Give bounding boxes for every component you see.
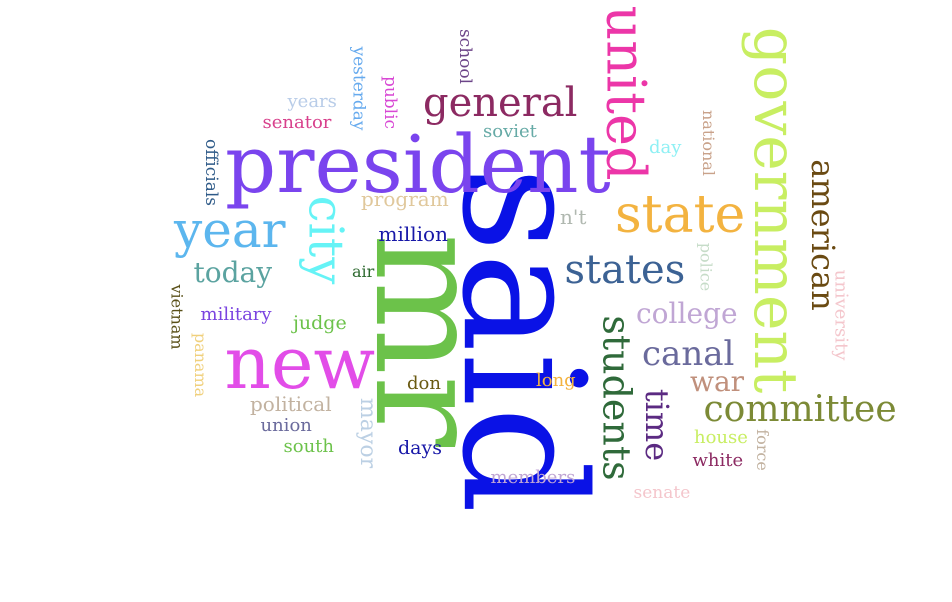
word: mayor [355, 397, 381, 469]
word: political [250, 392, 332, 416]
word: year [174, 201, 286, 259]
word: police [695, 242, 715, 292]
word: canal [642, 334, 735, 374]
word: days [398, 436, 442, 459]
word: college [636, 297, 738, 330]
word: military [200, 304, 272, 325]
word: don [407, 373, 441, 394]
word: state [615, 185, 746, 245]
word: soviet [483, 121, 537, 142]
word: government [740, 26, 811, 394]
word: time [638, 388, 677, 462]
word: war [690, 365, 745, 398]
word: house [694, 427, 748, 448]
word: senate [633, 482, 691, 503]
word: university [829, 269, 851, 361]
word: members [490, 467, 576, 488]
word: national [698, 110, 718, 176]
word: officials [200, 138, 221, 206]
word: panama [191, 332, 211, 398]
word: general [423, 80, 578, 126]
word: students [594, 315, 639, 481]
word: senator [262, 112, 332, 133]
word: today [193, 256, 273, 289]
word: program [361, 187, 449, 211]
word: judge [293, 311, 347, 334]
word: school [454, 28, 475, 84]
word: air [352, 262, 375, 281]
word: million [378, 222, 448, 246]
word: n't [560, 205, 587, 229]
word: committee [703, 389, 897, 430]
word: years [287, 91, 337, 112]
word: white [692, 450, 744, 471]
word: union [260, 415, 312, 436]
word: city [296, 195, 353, 285]
word: long [536, 370, 576, 391]
word: new [224, 321, 376, 405]
word: vietnam [167, 284, 187, 350]
word: yesterday [348, 45, 369, 131]
word: day [649, 137, 682, 158]
word: united [594, 5, 658, 181]
word: south [283, 436, 335, 457]
word: force [752, 429, 772, 471]
word: states [564, 247, 686, 293]
word: public [379, 75, 400, 129]
word: president [225, 118, 611, 211]
